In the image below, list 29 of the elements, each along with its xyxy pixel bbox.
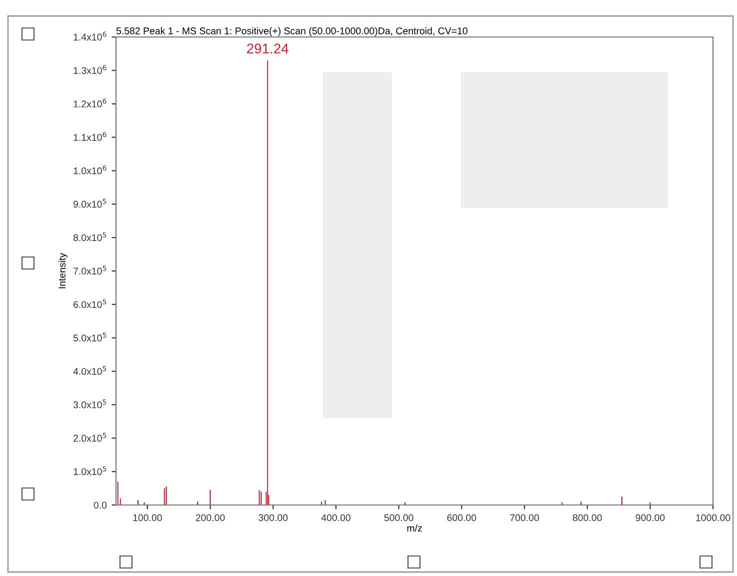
y-tick-label: 9.0x10$^{5}$ (73, 198, 106, 208)
y-tick-label: 6.0x10$^{5}$ (74, 299, 106, 308)
x-tick-label: 100.00 (133, 514, 162, 522)
x-tick-label: 900.00 (636, 514, 665, 522)
y-tick-label: 1.4x10$^{6}$ (74, 32, 106, 41)
chart-title: 5.582 Peak 1 - MS Scan 1: Positive(+) Scan (50.00-1000.00)Da, Centroid, CV=10 (116, 27, 468, 36)
y-tick-label: 4.0x10$^{5}$ (73, 366, 106, 375)
y-tick-label: 1.3x10$^{6}$ (74, 65, 106, 74)
x-tick-label: 600.00 (447, 514, 476, 522)
x-tick-label: 400.00 (321, 514, 350, 522)
y-tick-label: 0.0 (94, 502, 107, 509)
x-tick-label: 300.00 (258, 514, 288, 522)
y-tick-label: 1.2x10$^{6}$ (74, 98, 106, 108)
x-tick-label: 800.00 (572, 514, 602, 522)
x-tick-label: 200.00 (196, 514, 225, 522)
y-tick-label: 1.0x10$^{5}$ (74, 466, 106, 476)
y-tick-label: 5.0x10$^{5}$ (73, 332, 106, 342)
y-axis-title: Intensity (58, 252, 68, 288)
y-tick-label: 1.0x10$^{6}$ (74, 165, 106, 174)
y-tick-label: 7.0x10$^{5}$ (74, 266, 106, 275)
annotation: 291.24 (247, 44, 288, 54)
x-tick-label: 500.00 (384, 514, 414, 522)
x-tick-label: 1000.00 (696, 514, 730, 522)
y-tick-label: 2.0x10$^{5}$ (74, 432, 106, 442)
y-tick-label: 8.0x10$^{5}$ (73, 232, 106, 242)
x-axis-title: m/z (407, 524, 422, 532)
y-tick-label: 1.1x10$^{6}$ (74, 132, 106, 141)
y-tick-label: 3.0x10$^{5}$ (73, 399, 106, 408)
x-tick-label: 700.00 (510, 514, 539, 522)
